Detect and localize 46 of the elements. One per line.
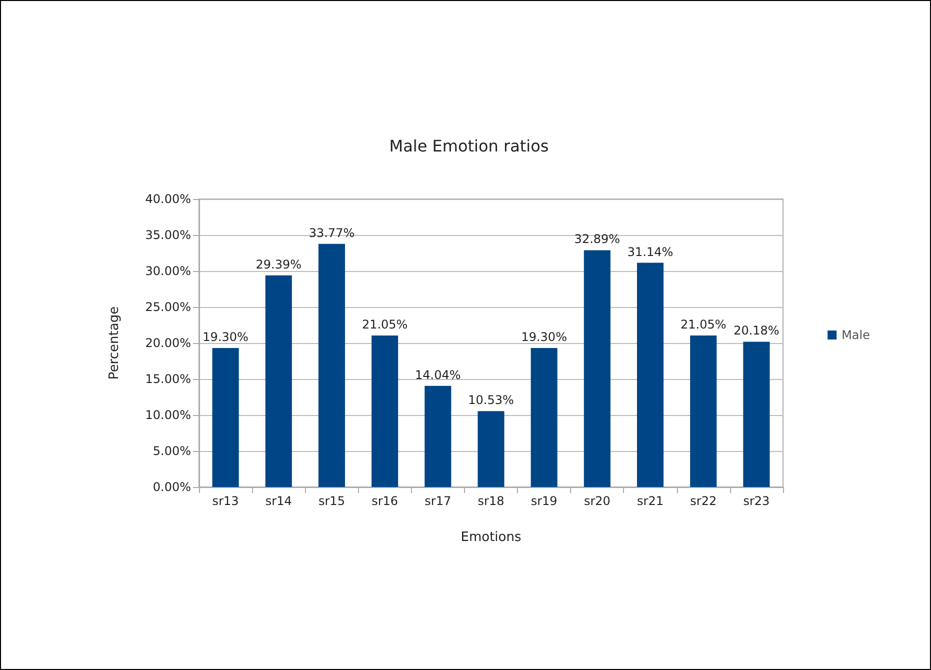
bar: [318, 244, 345, 487]
y-tick-label: 35.00%: [145, 228, 191, 242]
y-tick-label: 30.00%: [145, 264, 191, 278]
chart-title: Male Emotion ratios: [389, 136, 549, 156]
y-axis-title: Percentage: [107, 306, 122, 380]
bar: [584, 250, 610, 487]
data-label: 21.05%: [680, 317, 726, 332]
bar: [690, 335, 717, 487]
x-tick-label: sr16: [372, 494, 398, 508]
y-tick-label: 20.00%: [145, 336, 191, 350]
x-tick-label: sr15: [318, 494, 345, 508]
bar: [372, 335, 398, 487]
y-tick-label: 15.00%: [145, 372, 191, 386]
bar: [478, 411, 504, 487]
data-label: 19.30%: [521, 330, 567, 344]
bar: [530, 348, 558, 487]
bar: [212, 348, 239, 487]
data-label: 29.39%: [256, 257, 302, 272]
x-tick-label: sr20: [584, 494, 610, 508]
data-label: 10.53%: [468, 393, 514, 408]
y-tick-label: 10.00%: [145, 408, 191, 422]
x-tick-label: sr18: [478, 494, 504, 508]
data-label: 21.05%: [362, 317, 408, 332]
data-label: 20.18%: [734, 324, 780, 338]
x-tick-label: sr17: [424, 494, 452, 508]
bar: [424, 386, 452, 487]
x-tick-label: sr22: [690, 494, 717, 508]
x-tick-label: sr23: [743, 494, 770, 508]
bar: [743, 342, 770, 487]
bar: [265, 275, 292, 487]
y-tick-label: 40.00%: [145, 192, 191, 206]
data-label: 32.89%: [574, 232, 620, 246]
legend-label: Male: [842, 328, 870, 342]
data-label: 33.77%: [308, 226, 355, 240]
data-label: 19.30%: [202, 330, 248, 344]
data-label: 31.14%: [627, 244, 674, 259]
x-tick-label: sr13: [212, 494, 239, 508]
bar: [637, 262, 664, 487]
x-axis-title: Emotions: [460, 530, 522, 545]
y-tick-label: 25.00%: [145, 300, 191, 314]
data-label: 14.04%: [415, 368, 461, 382]
x-tick-label: sr19: [530, 494, 558, 508]
y-tick-label: 0.00%: [152, 480, 191, 494]
x-tick-label: sr21: [637, 494, 664, 508]
y-tick-label: 5.00%: [152, 444, 191, 458]
x-tick-label: sr14: [265, 494, 292, 508]
